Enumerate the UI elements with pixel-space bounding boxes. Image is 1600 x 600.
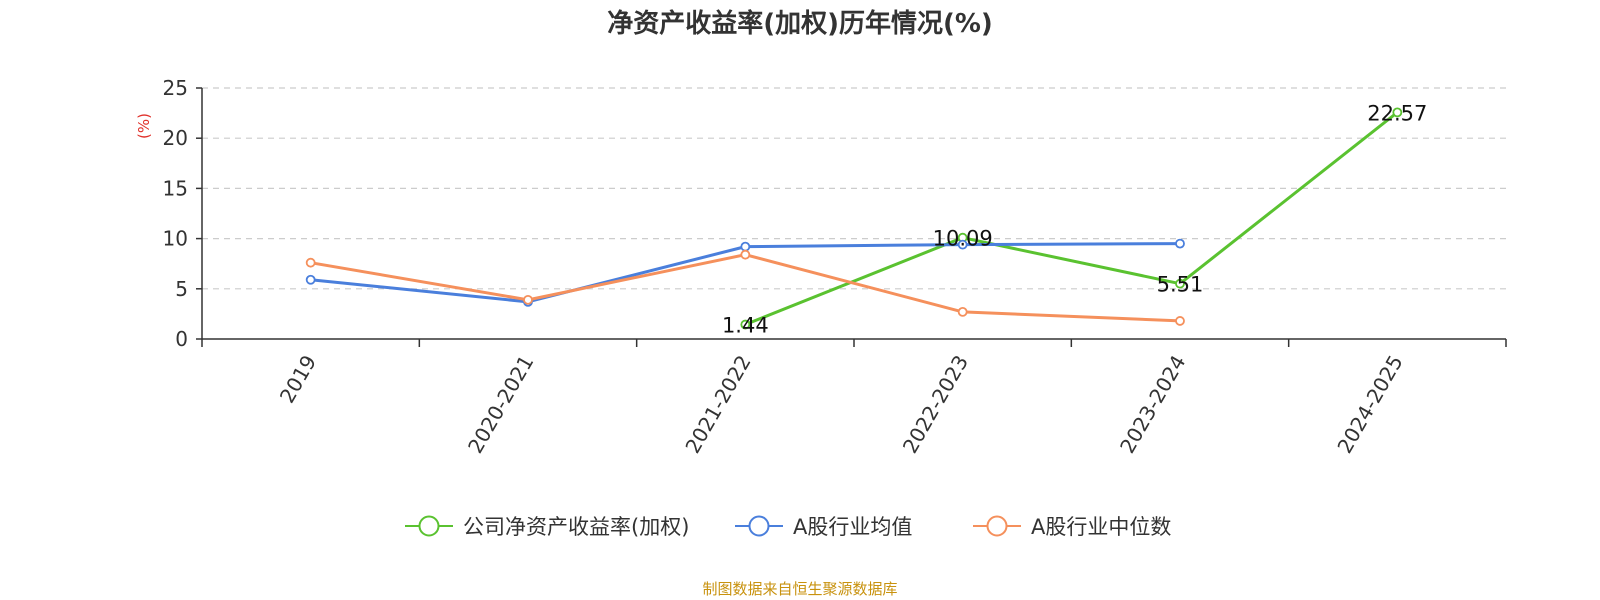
y-tick-label: 10 bbox=[163, 227, 188, 251]
legend-swatch-marker bbox=[748, 515, 770, 537]
y-tick-label: 25 bbox=[163, 76, 188, 100]
legend: 公司净资产收益率(加权) A股行业均值 A股行业中位数 bbox=[405, 515, 1171, 539]
data-point bbox=[740, 241, 751, 252]
legend-label: A股行业中位数 bbox=[1031, 515, 1171, 539]
x-tick-label: 2019 bbox=[275, 351, 321, 407]
legend-swatch-marker bbox=[418, 515, 440, 537]
legend-item: A股行业中位数 bbox=[973, 515, 1171, 539]
legend-item: 公司净资产收益率(加权) bbox=[405, 515, 689, 539]
data-point bbox=[1175, 278, 1185, 289]
data-point bbox=[740, 249, 751, 260]
data-point bbox=[957, 239, 968, 250]
legend-label: 公司净资产收益率(加权) bbox=[463, 515, 689, 539]
y-axis-label: (%) bbox=[135, 113, 153, 139]
x-tick-label: 2022-2023 bbox=[898, 351, 973, 457]
y-tick-label: 15 bbox=[163, 176, 188, 200]
series-2 bbox=[305, 238, 1185, 307]
y-tick-label: 5 bbox=[175, 277, 188, 301]
x-tick-label: 2021-2022 bbox=[680, 351, 755, 457]
series-layer bbox=[305, 107, 1403, 330]
data-point bbox=[1175, 238, 1185, 249]
data-label: 5.51 bbox=[1157, 273, 1204, 297]
series-line bbox=[310, 253, 1181, 323]
data-label: 1.44 bbox=[722, 314, 769, 338]
data-label: 22.57 bbox=[1367, 101, 1427, 125]
source-note: 制图数据来自恒生聚源数据库 bbox=[702, 580, 897, 598]
series-line bbox=[744, 111, 1399, 326]
y-tick-label: 0 bbox=[175, 327, 188, 351]
grid-lines bbox=[202, 87, 1506, 290]
data-label: 10.09 bbox=[933, 227, 993, 251]
axes: 0 5 10 15 20 25 2019 2020-2021 2021-2022 2022-202… bbox=[163, 76, 1507, 457]
x-tick-label: 2023-2024 bbox=[1115, 351, 1190, 457]
data-point bbox=[1175, 316, 1185, 326]
data-point bbox=[957, 306, 968, 317]
data-point bbox=[523, 294, 533, 305]
y-tick-label: 20 bbox=[163, 126, 188, 150]
x-tick-label: 2020-2021 bbox=[463, 351, 538, 457]
legend-label: A股行业均值 bbox=[793, 515, 912, 539]
data-point bbox=[1392, 107, 1403, 118]
chart-title: 净资产收益率(加权)历年情况(%) bbox=[607, 8, 993, 39]
data-point bbox=[740, 319, 751, 330]
data-labels: 1.44 10.09 5.51 22.57 bbox=[722, 101, 1427, 337]
data-point bbox=[305, 274, 316, 285]
legend-swatch-marker bbox=[986, 515, 1008, 537]
x-tick-label: 2024-2025 bbox=[1332, 351, 1407, 457]
series-3 bbox=[305, 249, 1185, 326]
series-1 bbox=[740, 107, 1403, 330]
legend-item: A股行业均值 bbox=[735, 515, 912, 539]
data-point bbox=[305, 257, 316, 268]
